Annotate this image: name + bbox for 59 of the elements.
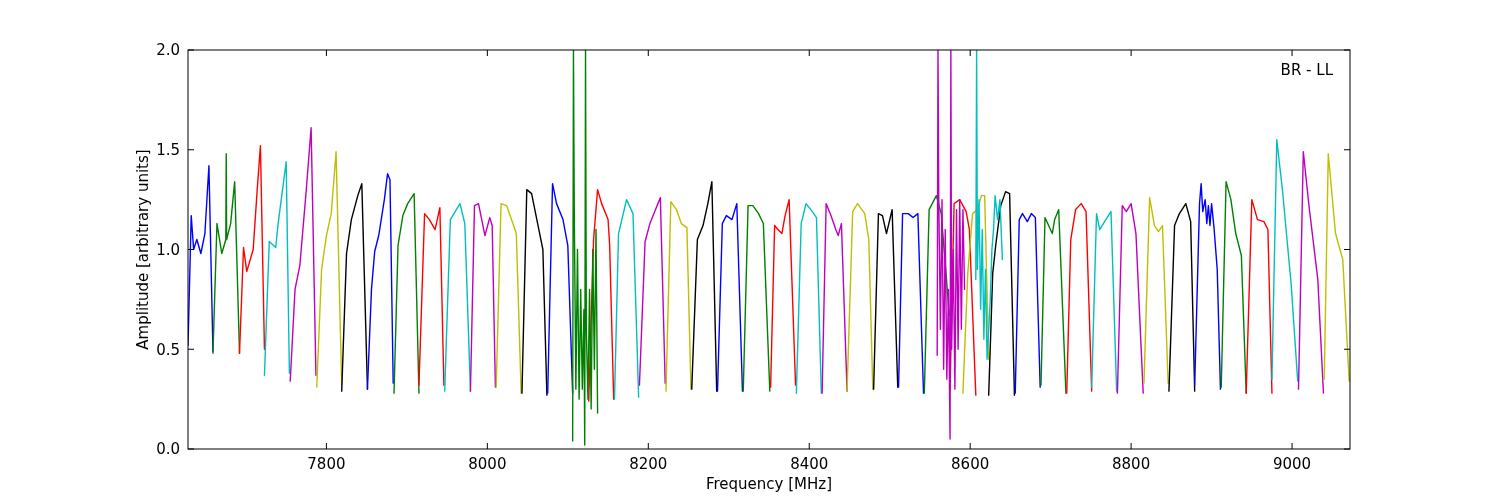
annotation: BR - LL (1280, 61, 1334, 79)
line-series (638, 196, 666, 386)
x-tick-label: 8000 (468, 455, 507, 473)
line-series (212, 153, 241, 354)
y-tick-label: 0.0 (156, 440, 180, 459)
line-series (962, 194, 990, 394)
line-series (1090, 210, 1118, 392)
line-series (393, 192, 420, 394)
y-tick-label: 1.5 (156, 141, 180, 159)
line-series (665, 200, 692, 392)
line-series (821, 202, 848, 394)
x-tick-label: 9000 (1272, 455, 1312, 473)
line-series (1168, 202, 1196, 392)
x-tick-label: 8800 (1112, 455, 1151, 473)
line-series (742, 204, 771, 392)
line-series (341, 182, 369, 392)
line-series (769, 198, 797, 388)
line-series (1271, 139, 1299, 382)
line-series (1297, 151, 1325, 394)
y-tick-label: 2.0 (156, 41, 180, 60)
line-series (1193, 182, 1222, 390)
line-series (547, 182, 574, 394)
line-series (263, 161, 291, 376)
line-series (418, 206, 445, 386)
line-series (987, 190, 1016, 396)
line-series (1143, 196, 1169, 384)
x-tick-label: 8600 (951, 455, 990, 473)
line-series (1220, 180, 1247, 394)
line-series (1116, 202, 1144, 394)
line-series (495, 202, 522, 394)
line-series (1040, 208, 1067, 394)
line-series (846, 202, 874, 392)
line-series (366, 172, 394, 390)
line-series (716, 202, 744, 392)
y-tick-label: 1.0 (156, 240, 180, 259)
x-axis-title: Frequency [MHz] (705, 475, 833, 493)
line-series (289, 127, 317, 382)
line-series (571, 50, 599, 446)
line-series (444, 202, 472, 392)
line-series (1014, 212, 1041, 394)
line-series (1066, 202, 1093, 394)
line-series (975, 50, 1004, 360)
line-series (521, 188, 548, 396)
line-series (872, 208, 899, 390)
line-series (1323, 153, 1350, 382)
y-axis-title: Amplitude [arbitrary units] (134, 149, 152, 350)
x-tick-label: 8200 (629, 455, 668, 473)
line-series (1245, 198, 1273, 394)
line-series (691, 180, 718, 392)
x-tick-label: 8400 (790, 455, 829, 473)
line-series (795, 202, 823, 394)
x-tick-label: 7800 (307, 455, 346, 473)
line-series (936, 50, 966, 440)
line-series (613, 198, 640, 400)
line-series (897, 212, 925, 394)
line-series (238, 145, 266, 354)
line-series (469, 202, 497, 392)
line-series (316, 151, 343, 388)
y-tick-label: 0.5 (156, 340, 180, 359)
